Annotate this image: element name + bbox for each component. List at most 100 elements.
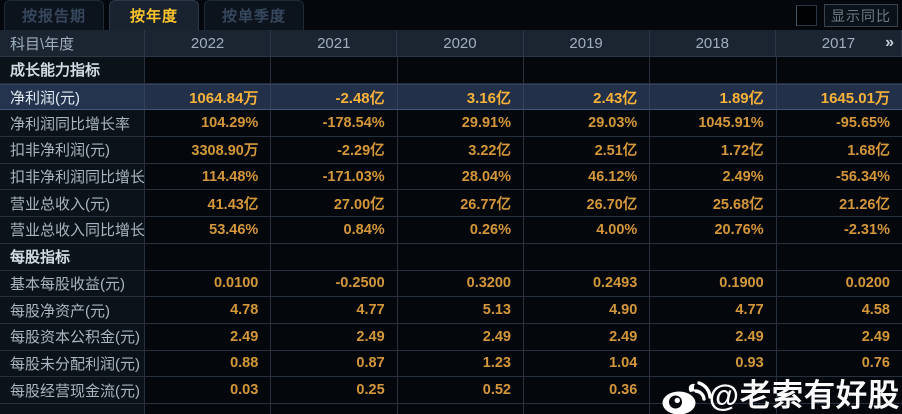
cell-value: 0.0100 [213,275,259,292]
cell-value: 4.58 [861,302,890,319]
row-label: 净利润(元) [10,89,80,107]
cell-value: 3308.90万 [191,143,259,160]
table-row: 营业总收入(元) 41.43亿 27.00亿 26.77亿 26.70亿 25.68亿 21… [0,190,902,218]
cell-value: 1045.91% [698,115,764,132]
show-yoy-button[interactable]: 显示同比 [824,4,898,27]
cell-value: 3.22亿 [468,143,511,160]
value-cell: 4.77 [650,297,777,323]
value-cell: -171.03% [271,163,398,190]
value-cell: 1064.84万 [145,84,272,110]
value-cell: -56.34% [777,164,902,190]
cell-value: 0.52 [482,382,511,399]
value-cell: -0.2500 [271,270,398,297]
cell-value: 2.49 [230,328,259,345]
value-cell: 2.49 [398,323,524,350]
value-cell: 4.90 [524,297,651,323]
row-label: 营业总收入同比增长率 [10,222,145,240]
cell-value: 2.51亿 [594,143,638,160]
value-cell: 3.16亿 [397,84,524,110]
row-label-cell: 每股指标 [0,243,145,270]
value-cell: 4.58 [777,297,902,323]
value-cell [524,57,651,83]
value-cell: 2.49 [271,323,398,350]
row-label-cell: 基本每股收益(元) [0,270,145,297]
cell-value: 0.03 [230,382,259,399]
cell-value: 0.0200 [845,275,890,292]
value-cell [145,243,272,270]
value-cell: -2.31% [777,217,902,243]
cell-value: 1064.84万 [189,89,259,107]
value-cell [650,377,777,403]
cell-value: 0.3200 [466,275,511,292]
table-row: 营业总收入同比增长率 53.46% 0.84% 0.26% 4.00% 20.76% -2.… [0,217,902,244]
cell-value: 2.43亿 [593,89,638,107]
table-row: 净利润(元) 1064.84万 -2.48亿 3.16亿 2.43亿 1.89亿 1645.… [0,83,902,111]
cell-value: 4.77 [735,302,764,319]
section-header-row: 每股指标 [0,243,902,271]
year-label: 2021 [317,34,351,52]
cell-value: 0.87 [356,355,385,372]
value-cell: -2.29亿 [271,137,398,163]
value-cell [650,57,777,83]
cell-value: 4.00% [596,221,638,238]
row-label-cell: 营业总收入(元) [0,190,145,217]
more-years-icon[interactable]: » [885,34,895,51]
cell-value: 0.93 [735,355,764,372]
cell-value: 2.49% [722,168,764,185]
cell-value: 1.23 [482,355,511,372]
value-cell: 0.26% [398,217,524,243]
tab-2[interactable]: 按年度 [109,0,199,30]
cell-value: 0.88 [230,355,259,372]
row-label-cell: 每股经营现金流(元) [0,377,145,403]
value-cell: 0.36 [524,377,651,403]
value-cell: 0.3200 [398,270,524,297]
table-row: 每股资本公积金(元) 2.49 2.49 2.49 2.49 2.49 2.49 [0,323,902,351]
table-row: 每股净资产(元) 4.78 4.77 5.13 4.90 4.77 4.58 [0,297,902,324]
cell-value: 2.49 [861,328,890,345]
value-cell: -178.54% [271,110,398,137]
value-cell: 27.00亿 [271,190,398,217]
value-cell: 0.84% [271,217,398,243]
cell-value: -178.54% [322,115,385,132]
value-cell: 2.49 [145,323,272,350]
cell-value: 1.04 [609,355,638,372]
cell-value: -171.03% [322,168,385,185]
row-label: 营业总收入(元) [10,195,110,213]
table-row: 扣非净利润同比增长率 114.48% -171.03% 28.04% 46.12% 2.4… [0,163,902,191]
value-cell: 29.91% [398,110,524,137]
cell-value: 27.00亿 [333,196,385,213]
value-cell: 2.49 [650,323,777,350]
value-cell [777,244,902,270]
cell-value: 53.46% [209,221,259,238]
cell-value: 2.49 [609,328,638,345]
row-label: 每股经营现金流(元) [10,382,140,400]
table-row: 每股未分配利润(元) 0.88 0.87 1.23 1.04 0.93 0.76 [0,350,902,378]
year-header-2019: 2019 [523,30,650,56]
cell-value: 26.70亿 [586,196,638,213]
table-row: 净利润同比增长率 104.29% -178.54% 29.91% 29.03% 1045.… [0,110,902,138]
value-cell: 2.49 [524,323,651,350]
show-yoy-checkbox[interactable] [796,5,817,26]
cell-value: 0.1900 [719,275,764,292]
tab-3[interactable]: 按单季度 [204,0,304,30]
cell-value: 0.76 [861,355,890,372]
value-cell [777,404,902,414]
row-label-cell: 成长能力指标 [0,57,145,83]
section-header-row: 成长能力指标 [0,57,902,84]
value-cell [271,243,398,270]
year-label: 2022 [190,34,225,52]
value-cell: 114.48% [145,163,272,190]
row-label-cell: 每股未分配利润(元) [0,350,145,377]
cell-value: 1.68亿 [847,143,890,160]
value-cell: 26.70亿 [524,190,651,217]
cell-value: 104.29% [201,115,259,132]
tab-1[interactable]: 按报告期 [4,0,104,30]
row-label: 每股指标 [10,249,71,267]
table-row: 扣非净利润(元) 3308.90万 -2.29亿 3.22亿 2.51亿 1.72亿 1.6… [0,137,902,164]
value-cell: 0.76 [777,351,902,377]
value-cell [271,57,398,83]
value-cell [777,377,902,403]
cell-value: 5.13 [482,302,511,319]
value-cell: 4.77 [271,297,398,323]
